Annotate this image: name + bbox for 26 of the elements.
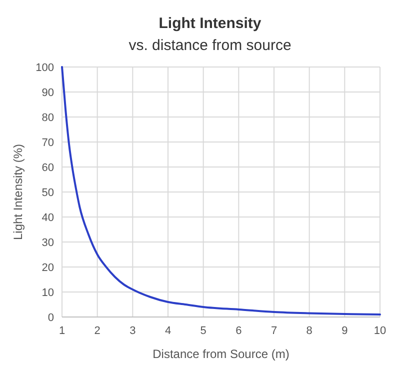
x-tick-label: 2	[94, 325, 100, 337]
y-tick-label: 0	[48, 312, 54, 324]
y-tick-label: 40	[42, 212, 54, 224]
line-series	[61, 66, 381, 316]
x-tick-label: 10	[374, 325, 386, 337]
x-tick-label: 7	[270, 325, 278, 337]
y-tick-label: 10	[42, 286, 54, 299]
y-tick-label: 70	[42, 136, 54, 149]
x-tick-label: 8	[306, 325, 312, 337]
x-tick-label: 1	[58, 325, 66, 337]
y-tick-label: 60	[42, 162, 54, 174]
y-tick-label: 80	[42, 112, 54, 124]
x-tick-label: 5	[200, 325, 206, 337]
y-axis-title: Light Intensity (%)	[11, 144, 25, 240]
chart-title: Light Intensity	[158, 15, 262, 32]
x-axis-title: Distance from Source (m)	[152, 347, 290, 361]
x-tick-label: 6	[236, 325, 242, 337]
x-tick-label: 9	[342, 325, 348, 337]
chart-subtitle: vs. distance from source	[128, 37, 292, 54]
y-tick-label: 100	[36, 62, 54, 74]
y-tick-label: 50	[42, 186, 54, 199]
x-tick-label: 4	[164, 325, 172, 337]
y-tick-label: 30	[42, 236, 54, 249]
y-tick-label: 20	[42, 262, 54, 274]
x-tick-label: 3	[130, 325, 136, 337]
y-tick-label: 90	[42, 86, 54, 99]
